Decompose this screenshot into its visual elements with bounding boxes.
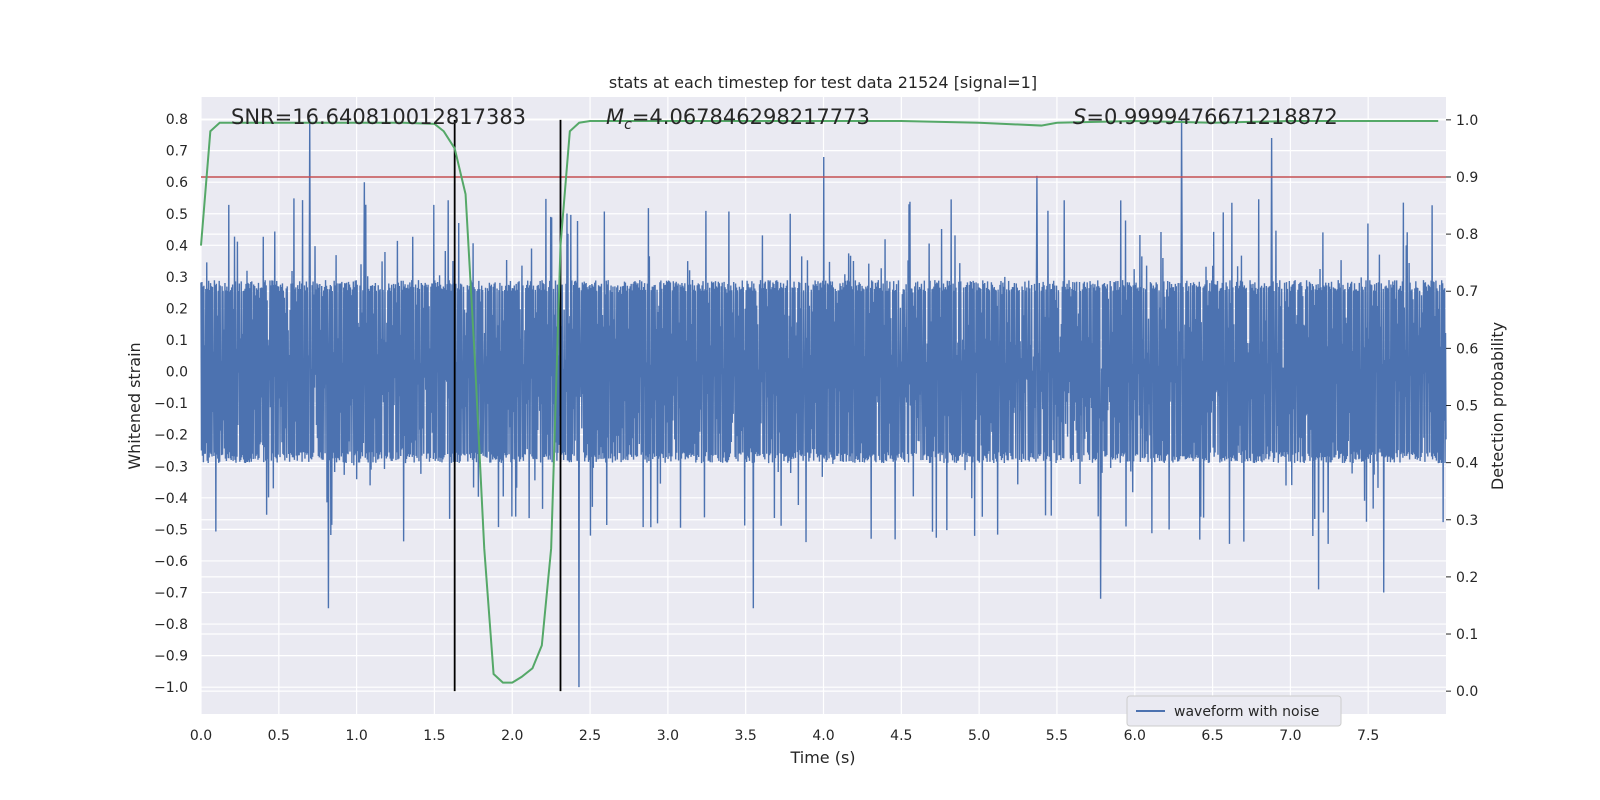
y2-tick-label-2: 0.8 xyxy=(1456,227,1478,243)
x-tick-label-5: 2.5 xyxy=(579,728,601,744)
y-tick-label-17: −0.9 xyxy=(154,649,188,665)
x-tick-label-13: 6.5 xyxy=(1201,728,1223,744)
x-tick-label-14: 7.0 xyxy=(1279,728,1301,744)
x-tick-label-2: 1.0 xyxy=(345,728,367,744)
x-tick-label-4: 2.0 xyxy=(501,728,523,744)
y-tick-label-6: 0.2 xyxy=(166,301,188,317)
y-tick-label-1: 0.7 xyxy=(166,144,188,160)
score-symbol: S xyxy=(1073,105,1086,129)
legend-label: waveform with noise xyxy=(1174,704,1319,720)
y-tick-label-12: −0.4 xyxy=(154,491,188,507)
y-tick-label-11: −0.3 xyxy=(154,459,188,475)
x-tick-label-3: 1.5 xyxy=(423,728,445,744)
legend: waveform with noise xyxy=(1126,695,1342,727)
y-tick-label-16: −0.8 xyxy=(154,617,188,633)
y-tick-label-0: 0.8 xyxy=(166,112,188,128)
y-tick-label-15: −0.7 xyxy=(154,585,188,601)
score-annotation: S=0.9999476671218872 xyxy=(1073,105,1338,129)
y2-tick-label-9: 0.1 xyxy=(1456,627,1478,643)
score-value: =0.9999476671218872 xyxy=(1086,105,1337,129)
chirp-mass-subscript: c xyxy=(624,117,632,133)
y-tick-label-4: 0.4 xyxy=(166,238,188,254)
x-axis-label: Time (s) xyxy=(789,748,855,767)
probability-line xyxy=(200,119,1439,684)
y2-tick-label-4: 0.6 xyxy=(1456,341,1478,357)
y-tick-label-18: −1.0 xyxy=(154,680,188,696)
x-tick-label-1: 0.5 xyxy=(268,728,290,744)
y2-tick-label-7: 0.3 xyxy=(1456,513,1478,529)
y-tick-label-13: −0.5 xyxy=(154,522,188,538)
y2-tick-label-3: 0.7 xyxy=(1456,284,1478,300)
x-tick-label-15: 7.5 xyxy=(1357,728,1379,744)
x-tick-label-11: 5.5 xyxy=(1046,728,1068,744)
y2-tick-label-5: 0.5 xyxy=(1456,399,1478,415)
x-tick-label-6: 3.0 xyxy=(657,728,679,744)
y-tick-label-10: −0.2 xyxy=(154,428,188,444)
x-tick-label-7: 3.5 xyxy=(735,728,757,744)
y-axis-label: Whitened strain xyxy=(125,342,144,469)
waveform-line xyxy=(200,119,1447,688)
chirp-mass-annotation: Mc=4.067846298217773 xyxy=(606,105,870,133)
y-tick-label-9: −0.1 xyxy=(154,396,188,412)
legend-box xyxy=(1126,695,1342,727)
chart-title: stats at each timestep for test data 215… xyxy=(609,73,1037,92)
y-tick-labels: 0.8 0.7 0.6 0.5 0.4 0.3 0.2 0.1 0.0 −0.1 −0.2 −0.3 −… xyxy=(154,112,188,696)
detection-window-lines xyxy=(453,119,562,692)
y2-tick-label-1: 0.9 xyxy=(1456,170,1478,186)
y-tick-label-7: 0.1 xyxy=(166,333,188,349)
snr-annotation: SNR=16.640810012817383 xyxy=(231,105,526,129)
x-tick-labels: 0.0 0.5 1.0 1.5 2.0 2.5 3.0 3.5 4.0 4.5 5.0 5.5 6.0 6… xyxy=(190,728,1379,744)
x-tick-label-12: 6.0 xyxy=(1124,728,1146,744)
y2-tick-label-6: 0.4 xyxy=(1456,456,1478,472)
chirp-mass-symbol: M xyxy=(606,105,624,129)
x-tick-label-9: 4.5 xyxy=(890,728,912,744)
y2-tick-labels: 1.0 0.9 0.8 0.7 0.6 0.5 0.4 0.3 0.2 0.1 0.0 xyxy=(1446,113,1478,700)
chirp-mass-value: =4.067846298217773 xyxy=(632,105,870,129)
y-tick-label-14: −0.6 xyxy=(154,554,188,570)
y2-tick-label-8: 0.2 xyxy=(1456,570,1478,586)
y-tick-label-3: 0.5 xyxy=(166,207,188,223)
y-tick-label-8: 0.0 xyxy=(166,365,188,381)
x-tick-label-0: 0.0 xyxy=(190,728,212,744)
x-tick-label-10: 5.0 xyxy=(968,728,990,744)
y2-tick-label-10: 0.0 xyxy=(1456,684,1478,700)
y2-tick-label-0: 1.0 xyxy=(1456,113,1478,129)
y-tick-label-5: 0.3 xyxy=(166,270,188,286)
waveform-series xyxy=(200,119,1447,688)
y-tick-label-2: 0.6 xyxy=(166,175,188,191)
y2-axis-label: Detection probability xyxy=(1488,322,1507,490)
x-tick-label-8: 4.0 xyxy=(812,728,834,744)
